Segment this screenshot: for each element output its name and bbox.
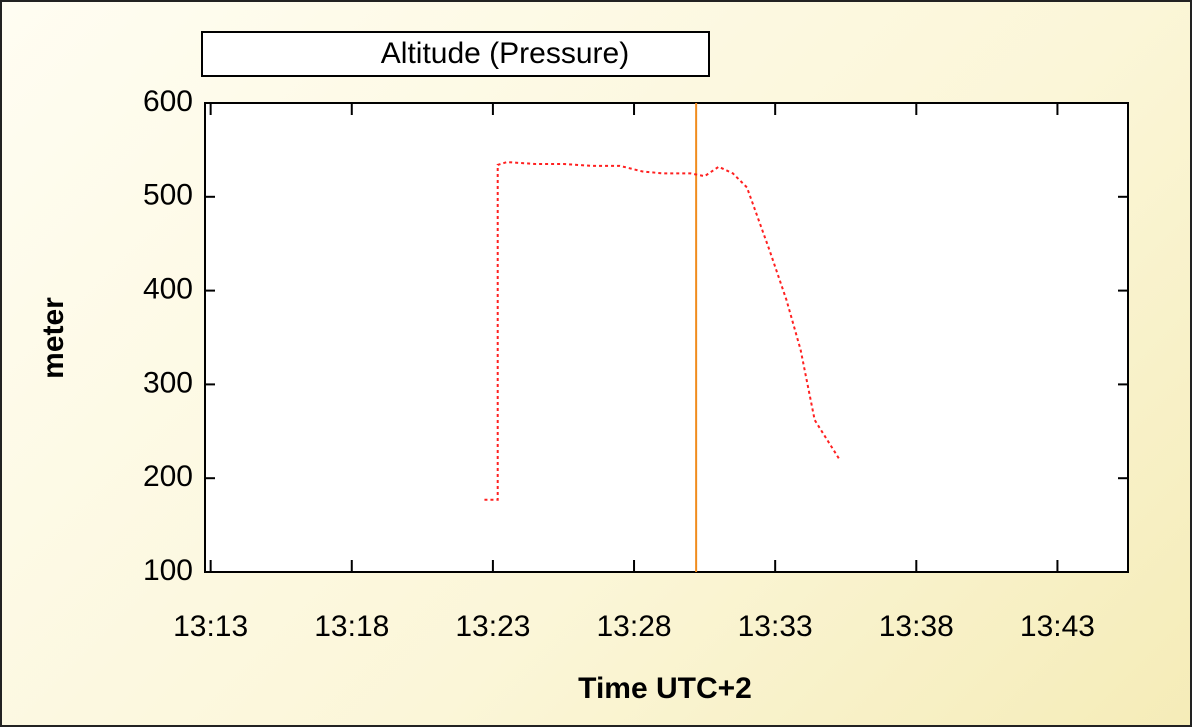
plot-area xyxy=(204,102,1129,573)
y-axis-label: meter xyxy=(37,297,70,379)
x-tick-label: 13:38 xyxy=(879,610,954,643)
y-tick-label: 300 xyxy=(143,366,193,399)
x-axis-label: Time UTC+2 xyxy=(578,672,752,705)
legend-entry: Altitude (Pressure) xyxy=(381,37,629,70)
x-tick-label: 13:23 xyxy=(455,610,530,643)
legend-box xyxy=(201,31,710,77)
x-tick-label: 13:18 xyxy=(314,610,389,643)
data-line xyxy=(484,161,841,501)
y-tick-label: 400 xyxy=(143,273,193,306)
x-tick-label: 13:28 xyxy=(597,610,672,643)
y-tick-label: 100 xyxy=(143,554,193,587)
y-tick-label: 200 xyxy=(143,460,193,493)
x-tick-label: 13:43 xyxy=(1020,610,1095,643)
y-tick-label: 600 xyxy=(143,85,193,118)
y-tick-label: 500 xyxy=(143,179,193,212)
x-tick-label: 13:33 xyxy=(738,610,813,643)
x-tick-label: 13:13 xyxy=(173,610,248,643)
